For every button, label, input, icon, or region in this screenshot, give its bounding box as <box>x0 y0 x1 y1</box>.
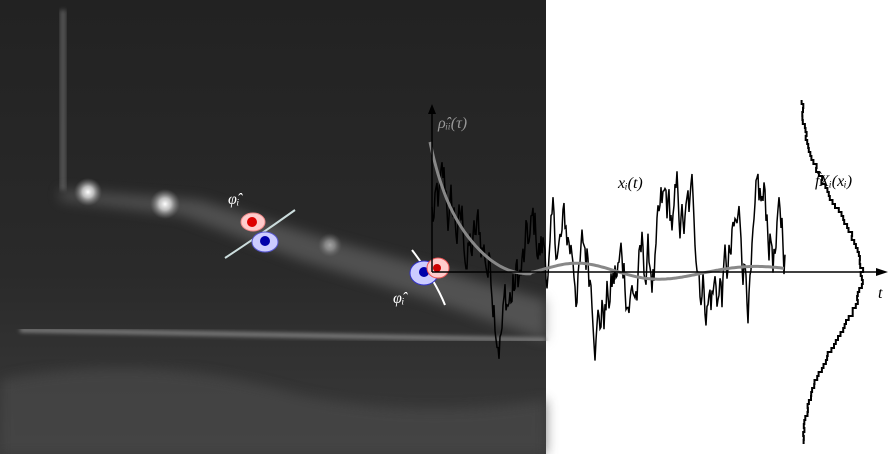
signal-label: xᵢ(t) <box>617 175 643 192</box>
figure: φ̂ᵢ φ̂ᵢ ρ̂ᵢᵢ(τ) xᵢ(t) f̂Xᵢ(xᵢ) t <box>0 0 894 454</box>
autocorrelation-label: ρ̂ᵢᵢ(τ) <box>437 115 467 132</box>
photo <box>0 0 546 454</box>
axis-label: t <box>878 285 883 302</box>
pdf-label: f̂Xᵢ(xᵢ) <box>815 171 852 190</box>
